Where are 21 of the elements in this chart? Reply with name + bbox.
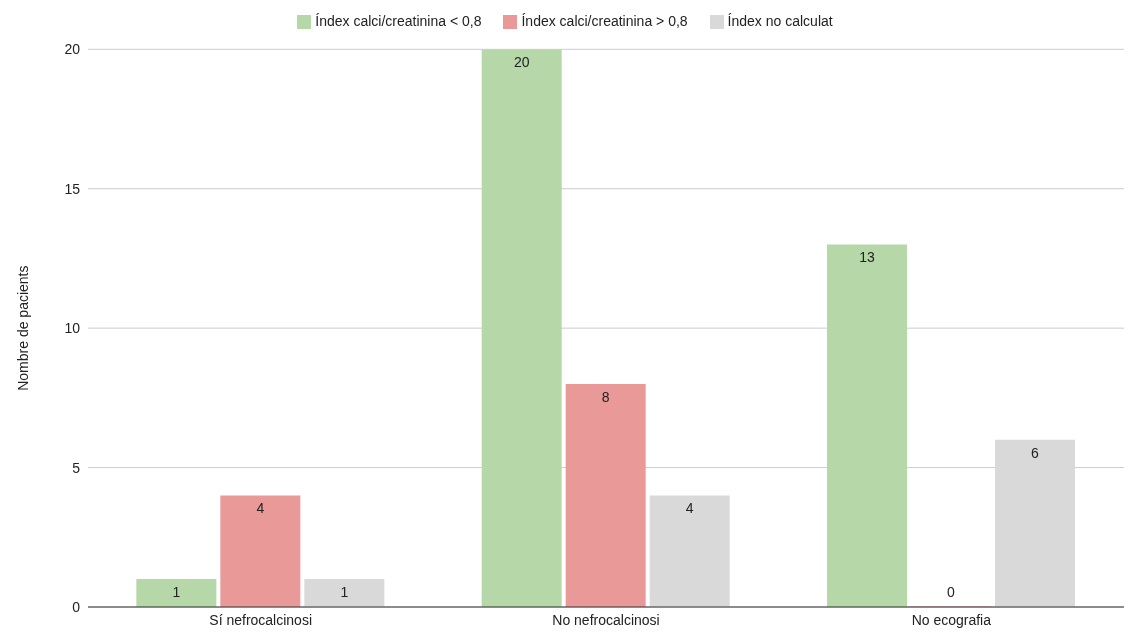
x-tick-label: No nefrocalcinosi	[552, 611, 660, 628]
x-tick-label: No ecografia	[911, 611, 992, 628]
legend-label: Índex calci/creatinina < 0,8	[315, 13, 482, 29]
data-label: 1	[340, 584, 349, 601]
legend-label: Índex no calculat	[727, 13, 833, 29]
data-label: 1	[172, 584, 181, 601]
y-tick-label: 10	[64, 320, 81, 337]
y-tick-label: 20	[64, 41, 81, 58]
data-label: 4	[256, 500, 265, 517]
data-label: 20	[513, 54, 530, 71]
data-label: 0	[947, 583, 956, 600]
data-label: 4	[685, 500, 694, 517]
data-label: 6	[1031, 444, 1040, 461]
legend-label: Índex calci/creatinina > 0,8	[521, 13, 688, 29]
data-label: 13	[859, 249, 876, 266]
y-tick-label: 0	[72, 598, 81, 615]
y-tick-label: 5	[72, 459, 81, 476]
data-label: 8	[601, 388, 610, 405]
y-axis-title: Nombre de pacients	[14, 265, 31, 391]
x-tick-label: Sí nefrocalcinosi	[209, 611, 313, 628]
y-tick-label: 15	[64, 180, 81, 197]
